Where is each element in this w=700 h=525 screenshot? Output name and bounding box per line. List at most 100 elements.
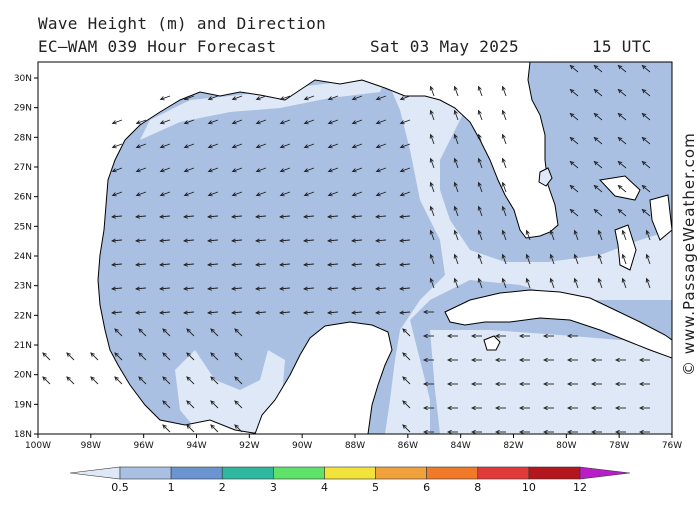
lon-tick-label: 76W — [662, 441, 682, 451]
lat-tick-label: 24N — [14, 252, 32, 262]
wave-arrow — [351, 262, 363, 267]
wave-arrow — [525, 229, 531, 241]
wave-arrow — [566, 429, 578, 434]
lat-tick-label: 30N — [14, 74, 32, 84]
wave-arrow — [375, 119, 387, 125]
wave-arrow — [210, 424, 219, 433]
wave-arrow — [429, 205, 435, 217]
wave-arrow — [207, 238, 219, 243]
colorbar-bin — [528, 466, 581, 480]
wave-arrow — [470, 333, 482, 339]
wave-arrow — [279, 310, 291, 315]
wave-arrow — [494, 429, 506, 434]
wave-arrow — [210, 376, 219, 385]
wave-arrow — [501, 229, 507, 241]
wave-arrow — [375, 95, 387, 101]
wave-arrow — [617, 184, 627, 193]
wave-arrow — [638, 381, 650, 387]
latitude-axis: 30N 29N 28N 27N 26N 25N 24N 23N 22N 21N 20N 19N 18N — [14, 74, 38, 440]
wave-arrow — [327, 310, 339, 315]
wave-arrow — [255, 95, 267, 101]
wave-arrow — [183, 310, 195, 315]
wave-arrow — [573, 229, 579, 241]
wave-arrow — [477, 133, 483, 145]
low-wave-caribbean — [430, 330, 672, 434]
wave-arrow — [542, 429, 554, 434]
wave-arrow — [641, 208, 651, 217]
wave-arrow — [569, 136, 579, 145]
wave-arrow — [231, 167, 243, 173]
wave-arrow — [234, 328, 243, 337]
wave-arrow — [446, 333, 458, 339]
wave-direction-arrows — [42, 64, 651, 434]
wave-arrow — [429, 229, 435, 241]
atlantic-high-band — [540, 62, 672, 200]
wave-arrow — [429, 85, 435, 97]
wave-arrow — [207, 310, 219, 315]
wave-arrow — [111, 238, 123, 243]
wave-arrow — [279, 286, 291, 291]
wave-arrow — [593, 136, 603, 145]
wave-arrow — [207, 286, 219, 291]
wave-arrow — [375, 167, 387, 173]
land-north-america — [38, 62, 559, 434]
wave-arrow — [470, 381, 482, 387]
wave-arrow — [279, 262, 291, 267]
wave-arrow — [111, 167, 123, 173]
land-bahamas-3 — [649, 194, 672, 241]
wave-arrow — [399, 238, 411, 243]
wave-arrow — [614, 429, 626, 434]
lon-tick-label: 78W — [609, 441, 629, 451]
wave-arrow — [327, 167, 339, 173]
wave-arrow — [183, 286, 195, 291]
colorbar-bin — [170, 466, 223, 480]
wave-arrow — [234, 400, 243, 409]
wave-arrow — [351, 95, 363, 101]
wave-arrow — [231, 191, 243, 197]
wave-arrow — [207, 167, 219, 173]
wave-arrow — [111, 262, 123, 267]
wave-arrow — [303, 262, 315, 267]
wave-arrow — [617, 112, 627, 121]
wave-arrow — [566, 357, 578, 363]
colorbar-bin — [221, 466, 274, 480]
wave-arrow — [231, 214, 243, 219]
lon-tick-label: 86W — [398, 441, 418, 451]
forecast-time: 15 UTC — [592, 37, 652, 56]
wave-arrow — [303, 95, 315, 101]
wave-arrow — [402, 400, 411, 409]
wave-arrow — [231, 238, 243, 243]
wave-arrow — [231, 262, 243, 267]
wave-arrow — [186, 328, 195, 337]
wave-arrow — [90, 376, 99, 385]
land-cuba — [444, 289, 672, 359]
wave-arrow — [566, 333, 578, 339]
wave-arrow — [402, 328, 411, 337]
wave-arrow — [399, 286, 411, 291]
longitude-axis: 100W 98W 96W 94W 92W 90W 88W 86W 84W 82W 80W 78W 76W — [25, 434, 682, 451]
colorbar-label: 12 — [573, 481, 587, 494]
wave-arrow — [593, 160, 603, 169]
lat-tick-label: 27N — [14, 163, 32, 173]
lat-tick-label: 26N — [14, 193, 32, 203]
wave-arrow — [593, 64, 603, 73]
wave-arrow — [183, 119, 195, 125]
wave-arrow — [138, 376, 147, 385]
colorbar-label: 1 — [168, 481, 175, 494]
wave-arrow — [135, 310, 147, 315]
wave-arrow — [186, 400, 195, 409]
wave-arrow — [477, 109, 483, 121]
wave-arrow — [429, 157, 435, 169]
wave-arrow — [375, 214, 387, 219]
wave-arrow — [279, 191, 291, 197]
wave-arrow — [186, 424, 195, 433]
wave-arrow — [542, 357, 554, 363]
wave-arrow — [162, 400, 171, 409]
wave-arrow — [477, 253, 483, 265]
wave-arrow — [453, 253, 459, 265]
wave-arrow — [470, 405, 482, 411]
wave-arrow — [183, 167, 195, 173]
low-wave-campeche — [175, 350, 285, 434]
wave-arrow — [159, 214, 171, 219]
wave-arrow — [477, 85, 483, 97]
